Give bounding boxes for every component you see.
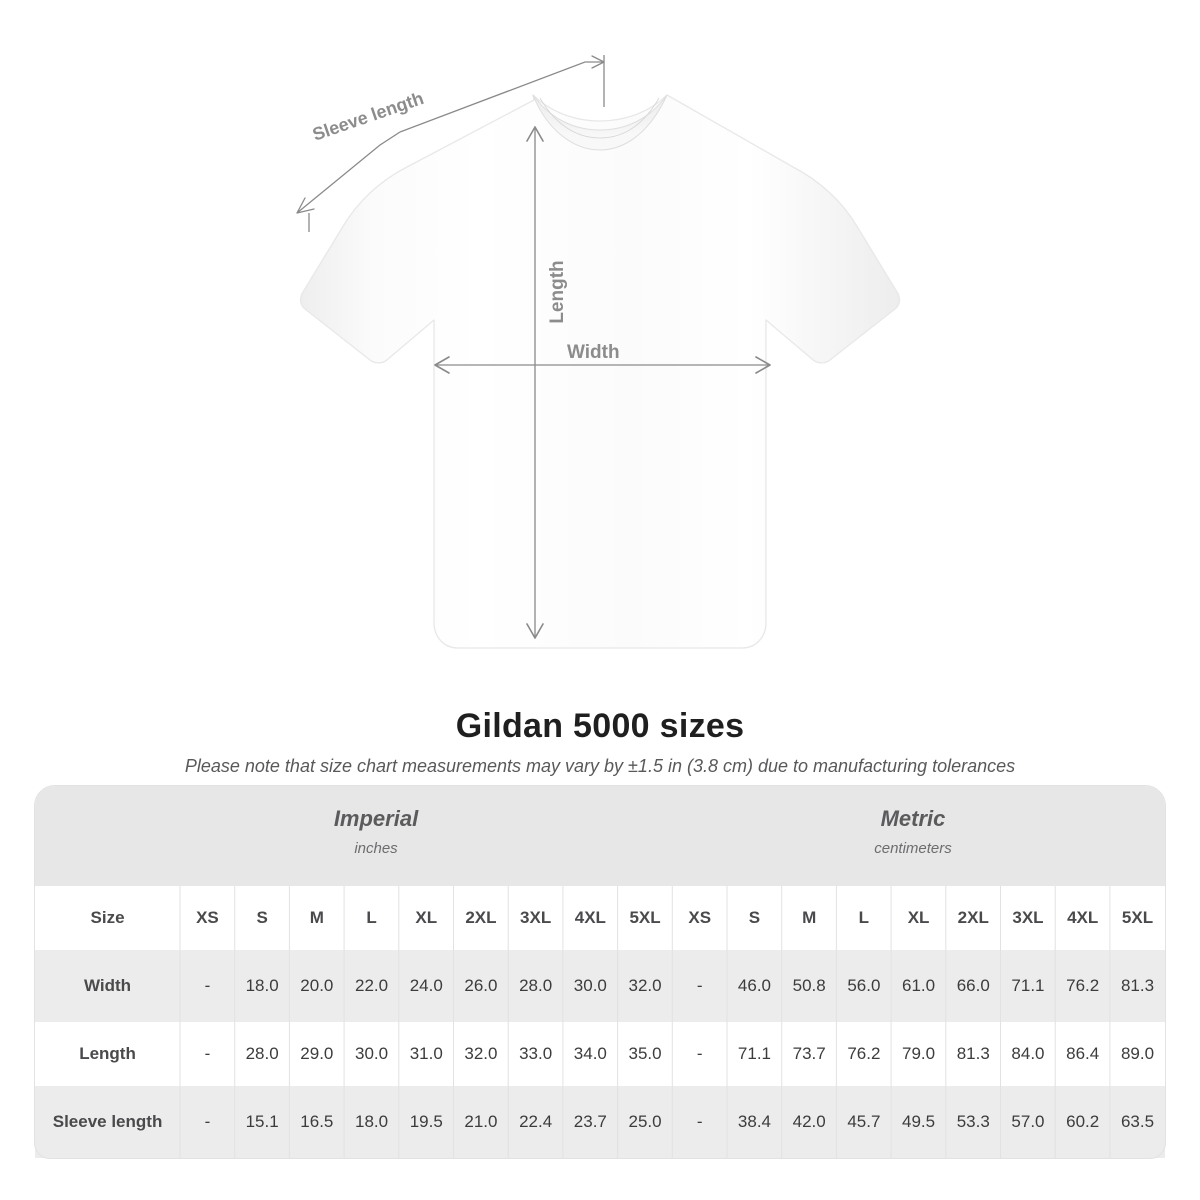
svg-text:Sleeve length: Sleeve length: [310, 88, 426, 145]
svg-text:Width: Width: [567, 342, 620, 363]
svg-text:Length: Length: [547, 260, 568, 323]
